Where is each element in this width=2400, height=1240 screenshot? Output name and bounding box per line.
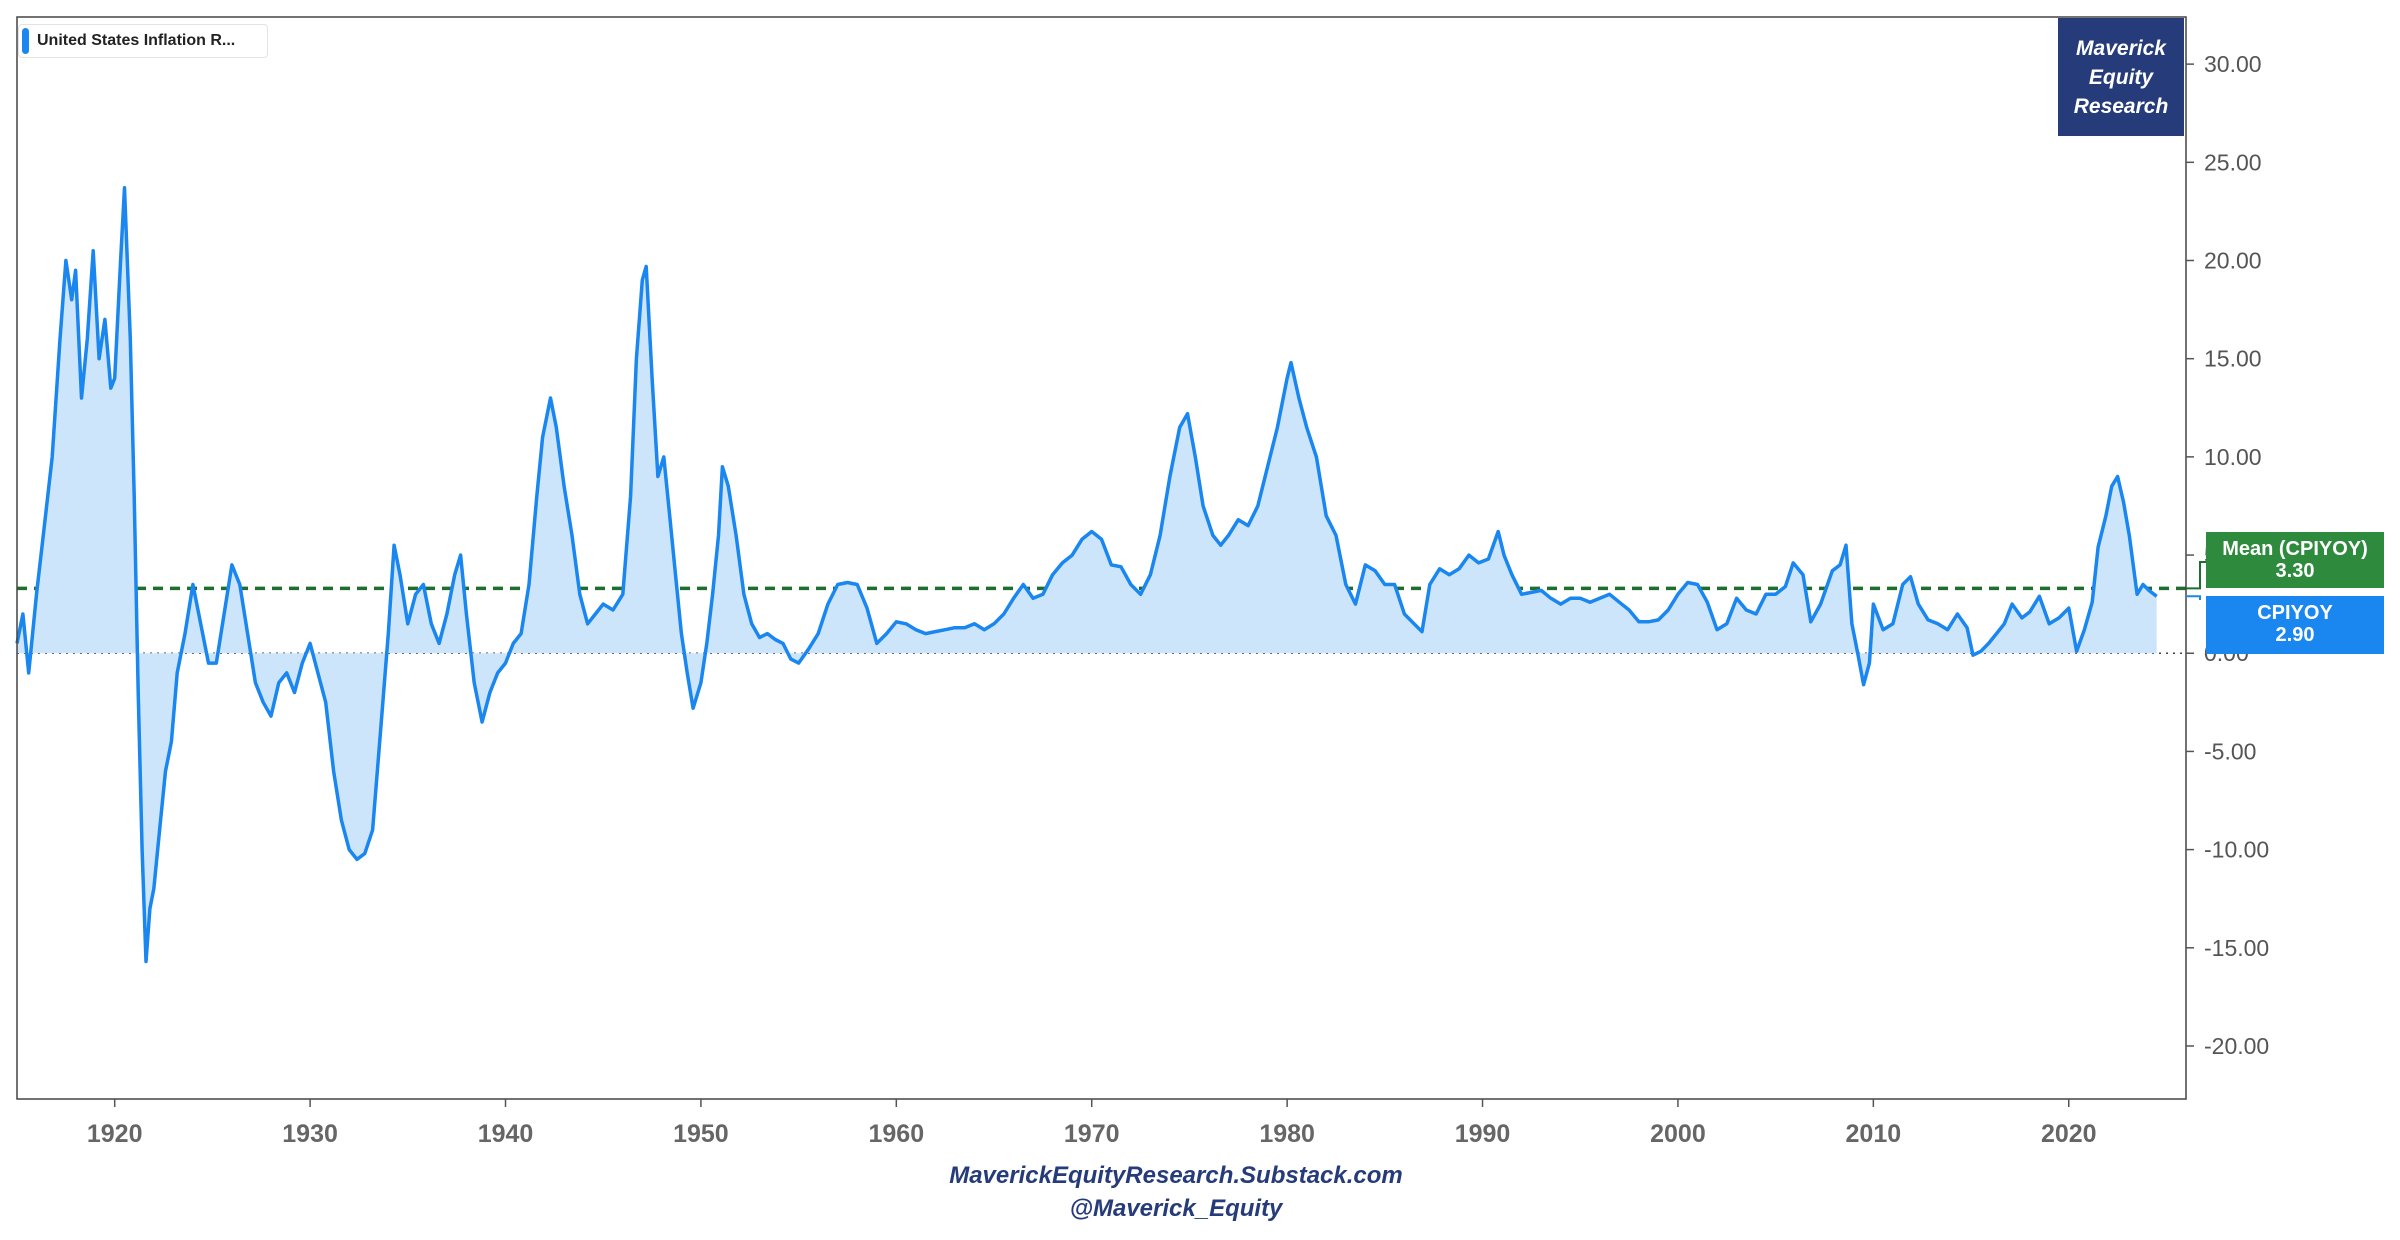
- mean-tag-label: Mean (CPIYOY): [2222, 538, 2368, 560]
- footer-website: MaverickEquityResearch.Substack.com: [949, 1162, 1403, 1189]
- ticks-layer: 30.0025.0020.0015.0010.005.000.00-5.00-1…: [87, 51, 2269, 1148]
- footer-handle: @Maverick_Equity: [1069, 1195, 1283, 1222]
- brand-logo: Maverick Equity Research: [2058, 18, 2184, 136]
- current-tag-connector: [2186, 595, 2201, 600]
- current-tag-label: CPIYOY: [2257, 602, 2333, 624]
- y-tick-label: -10.00: [2204, 837, 2269, 863]
- axes-layer: [16, 16, 2206, 1100]
- x-tick-label: 1920: [87, 1120, 143, 1148]
- series-line: [15, 186, 2158, 964]
- x-tick-label: 1970: [1064, 1120, 1120, 1148]
- brand-line-1: Maverick: [2076, 36, 2166, 60]
- y-tick-label: -15.00: [2204, 935, 2269, 961]
- y-tick-label: 15.00: [2204, 346, 2262, 372]
- y-tick-label: -20.00: [2204, 1033, 2269, 1059]
- x-tick-label: 1930: [282, 1120, 338, 1148]
- x-tick-label: 2020: [2041, 1120, 2097, 1148]
- x-tick-label: 1940: [478, 1120, 534, 1148]
- x-tick-label: 2000: [1650, 1120, 1706, 1148]
- mean-value-tag: Mean (CPIYOY) 3.30: [2206, 532, 2384, 588]
- brand-line-3: Research: [2073, 94, 2169, 118]
- brand-line-2: Equity: [2088, 65, 2154, 89]
- mean-tag-connector: [2186, 561, 2206, 590]
- x-tick-label: 1980: [1259, 1120, 1315, 1148]
- y-tick-label: 20.00: [2204, 247, 2262, 273]
- y-tick-label: -5.00: [2204, 738, 2256, 764]
- x-tick-label: 2010: [1846, 1120, 1902, 1148]
- y-tick-label: 30.00: [2204, 51, 2262, 77]
- x-tick-label: 1990: [1455, 1120, 1511, 1148]
- legend-label: United States Inflation R...: [37, 32, 236, 49]
- plot-frame: [16, 16, 2187, 1100]
- area-layer: [15, 186, 2158, 964]
- current-value-tag: CPIYOY 2.90: [2206, 596, 2384, 654]
- series-area-fill: [17, 187, 2157, 962]
- legend[interactable]: United States Inflation R...: [18, 24, 268, 58]
- x-tick-label: 1950: [673, 1120, 729, 1148]
- y-tick-label: 10.00: [2204, 444, 2262, 470]
- y-tick-label: 25.00: [2204, 149, 2262, 175]
- current-tag-value: 2.90: [2275, 624, 2315, 646]
- legend-swatch: [22, 28, 29, 54]
- x-tick-label: 1960: [869, 1120, 925, 1148]
- mean-tag-value: 3.30: [2275, 560, 2315, 582]
